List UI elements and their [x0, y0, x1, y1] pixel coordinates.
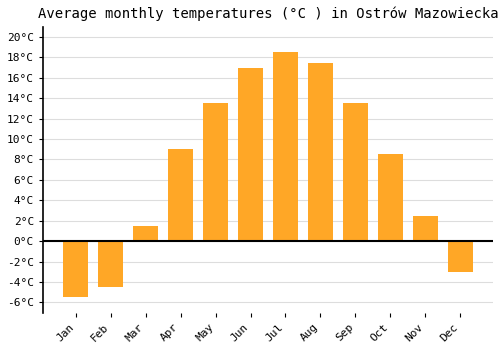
Bar	[448, 241, 472, 272]
Bar	[238, 68, 263, 241]
Bar	[343, 103, 367, 241]
Bar	[413, 216, 438, 241]
Bar	[378, 154, 402, 241]
Bar	[134, 226, 158, 241]
Bar	[64, 241, 88, 297]
Bar	[274, 52, 297, 241]
Bar	[98, 241, 123, 287]
Bar	[204, 103, 228, 241]
Title: Average monthly temperatures (°C ) in Ostrów Mazowiecka: Average monthly temperatures (°C ) in Os…	[38, 7, 498, 21]
Bar	[168, 149, 193, 241]
Bar	[308, 63, 332, 241]
